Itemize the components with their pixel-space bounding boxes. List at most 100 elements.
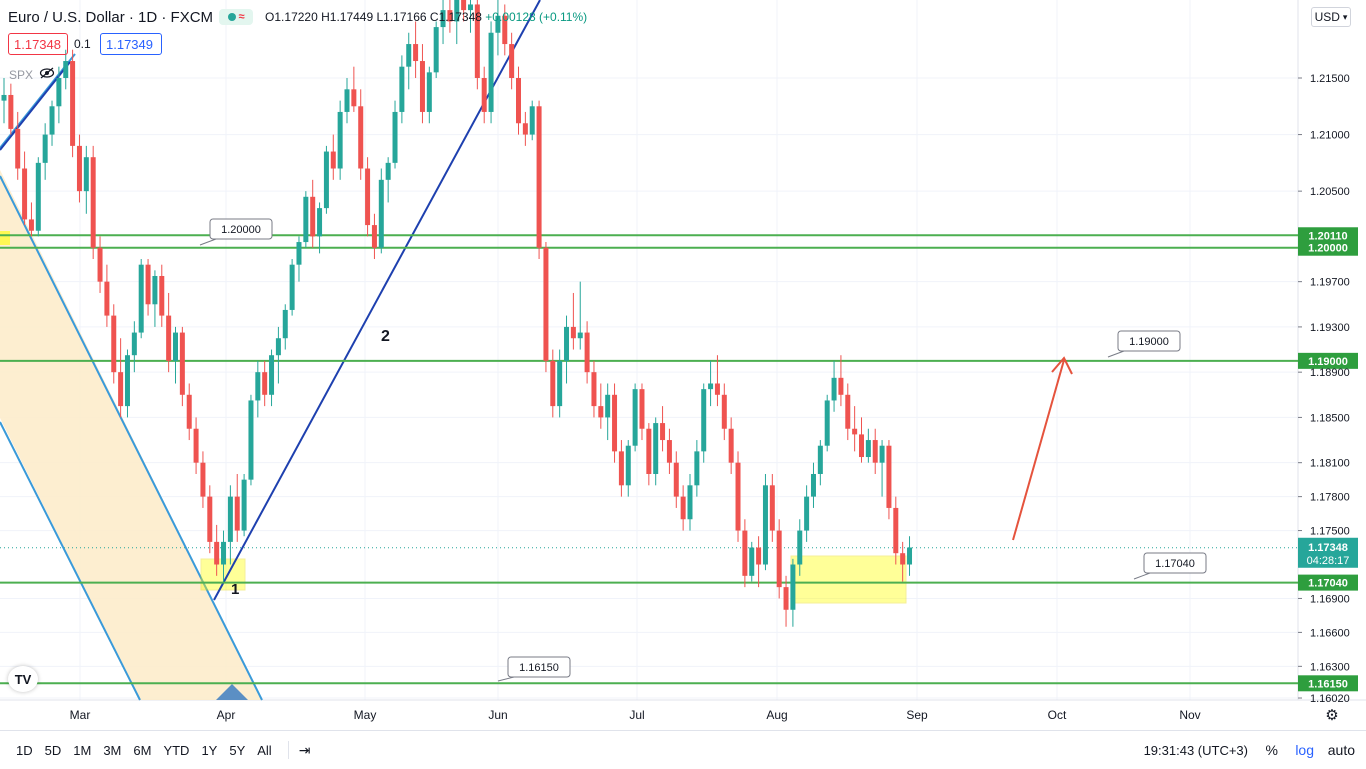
candle-body — [852, 428, 858, 435]
range-button-ytd[interactable]: YTD — [163, 742, 190, 758]
level-axis-badge — [1298, 227, 1358, 244]
callout-leader — [199, 238, 217, 246]
candle-body — [207, 496, 213, 542]
date-range-calendar-icon[interactable]: ⇥ — [298, 741, 311, 758]
range-button-5d[interactable]: 5D — [44, 742, 62, 758]
range-button-1y[interactable]: 1Y — [201, 742, 218, 758]
tradingview-logo-icon[interactable]: TV — [8, 666, 38, 692]
current-price-badge — [1298, 537, 1358, 568]
callout-leader — [497, 676, 515, 682]
candle-body — [440, 10, 446, 28]
target-arrow-head — [1051, 356, 1073, 375]
candle-body — [639, 389, 645, 429]
range-button-all[interactable]: All — [257, 742, 272, 758]
channel-top-line — [0, 53, 76, 149]
candle-body — [543, 247, 549, 361]
candle-body — [783, 587, 789, 610]
symbol-title[interactable]: Euro / U.S. Dollar · 1D · FXCM — [8, 8, 214, 26]
x-tick-label: Aug — [766, 708, 787, 722]
candle-body — [8, 94, 14, 129]
candle-body — [708, 383, 714, 390]
candle-body — [124, 355, 130, 407]
candle-body — [509, 44, 515, 78]
candle-body — [776, 530, 782, 588]
candle-body — [385, 162, 391, 180]
x-tick-label: May — [354, 708, 377, 722]
candle-body — [406, 44, 412, 67]
candle-body — [344, 89, 350, 112]
market-status-badge[interactable]: ≈ — [219, 9, 254, 25]
candle-body — [310, 196, 316, 237]
y-tick-label: 1.20500 — [1310, 186, 1350, 198]
callout-label: 1.20000 — [221, 224, 261, 236]
range-button-5y[interactable]: 5Y — [229, 742, 246, 758]
candle-body — [762, 485, 768, 565]
candle-body — [255, 372, 261, 401]
candle-body — [721, 394, 727, 429]
candle-body — [28, 219, 34, 231]
buy-button[interactable]: 1.17349 — [100, 33, 162, 55]
auto-scale-toggle[interactable]: auto — [1327, 742, 1355, 758]
callout-box — [209, 218, 273, 240]
level-axis-label: 1.16150 — [1308, 678, 1348, 690]
ohlc-close: C1.17348 — [429, 10, 482, 24]
chart-annotations: 12 — [216, 328, 390, 700]
candle-body — [193, 428, 199, 463]
x-tick-label: Sep — [906, 708, 928, 722]
candle-body — [886, 445, 892, 508]
candle-body — [612, 394, 618, 452]
candle-body — [831, 377, 837, 401]
candle-body — [399, 66, 405, 112]
level-axis-badge — [1298, 239, 1358, 256]
annotation-label-2: 2 — [381, 328, 390, 345]
candle-body — [605, 394, 611, 418]
candle-body — [680, 496, 686, 520]
candle-body — [330, 151, 336, 169]
callout-label: 1.17040 — [1155, 558, 1195, 570]
candle-body — [1, 94, 7, 101]
candle-body — [673, 462, 679, 497]
candle-body — [35, 162, 41, 231]
level-axis-label: 1.20110 — [1308, 230, 1347, 242]
candle-body — [522, 123, 528, 135]
candle-body — [241, 479, 247, 531]
candle-body — [426, 72, 432, 112]
range-button-6m[interactable]: 6M — [133, 742, 152, 758]
callout-label: 1.19000 — [1129, 336, 1169, 348]
candle-body — [303, 196, 309, 243]
candle-body — [111, 315, 117, 373]
candle-body — [481, 78, 487, 112]
range-button-3m[interactable]: 3M — [103, 742, 122, 758]
candle-body — [516, 78, 521, 124]
candle-body — [557, 360, 563, 407]
candle-body — [269, 355, 275, 395]
candle-body — [536, 106, 542, 248]
sell-button[interactable]: 1.17348 — [8, 33, 68, 55]
range-button-1m[interactable]: 1M — [73, 742, 92, 758]
candle-body — [817, 445, 823, 474]
range-button-1d[interactable]: 1D — [16, 742, 33, 758]
ohlc-readout: O1.17220 H1.17449 L1.17166 C1.17348 +0.0… — [265, 10, 587, 24]
log-scale-toggle[interactable]: log — [1295, 742, 1314, 758]
price-chart[interactable]: 1.20000 1.19000 1.17040 1.16150 12 1.20110 1… — [0, 0, 1366, 730]
candle-body — [138, 264, 144, 333]
candle-body — [749, 547, 755, 576]
callout-leader — [1107, 350, 1125, 358]
time-axis: Mar Apr May Jun Jul Aug Sep Oct Nov ⚙ — [70, 707, 1339, 724]
candle-body — [214, 541, 220, 565]
percent-scale-toggle[interactable]: % — [1265, 742, 1278, 758]
y-tick-label: 1.16300 — [1310, 661, 1350, 673]
indicator-legend: SPX — [9, 67, 55, 82]
clock-readout[interactable]: 19:31:43 (UTC+3) — [1143, 742, 1248, 758]
currency-selector[interactable]: USD ▾ — [1311, 7, 1351, 27]
spread-value: 0.1 — [74, 37, 91, 51]
candle-body — [166, 315, 172, 361]
candle-body — [63, 61, 69, 78]
settings-gear-icon: ⚙ — [1325, 707, 1338, 724]
candle-body — [495, 15, 501, 33]
candle-body — [488, 32, 494, 112]
candle-body — [15, 128, 21, 169]
candle-body — [907, 547, 913, 565]
candle-body — [467, 4, 473, 11]
eye-hidden-icon[interactable] — [39, 67, 55, 82]
